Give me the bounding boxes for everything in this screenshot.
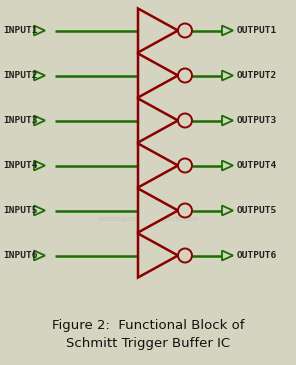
- Polygon shape: [34, 205, 45, 215]
- Text: Figure 2:  Functional Block of
Schmitt Trigger Buffer IC: Figure 2: Functional Block of Schmitt Tr…: [52, 319, 244, 350]
- Circle shape: [178, 204, 192, 218]
- Polygon shape: [222, 26, 233, 35]
- Polygon shape: [34, 70, 45, 80]
- Text: INPUT1: INPUT1: [3, 26, 38, 35]
- Text: INPUT4: INPUT4: [3, 161, 38, 170]
- Polygon shape: [34, 250, 45, 261]
- Text: bestengineeringprojects.com: bestengineeringprojects.com: [97, 216, 199, 222]
- Polygon shape: [222, 161, 233, 170]
- Text: OUTPUT5: OUTPUT5: [237, 206, 277, 215]
- Text: INPUT3: INPUT3: [3, 116, 38, 125]
- Circle shape: [178, 158, 192, 173]
- Polygon shape: [222, 250, 233, 261]
- Circle shape: [178, 69, 192, 82]
- Text: OUTPUT3: OUTPUT3: [237, 116, 277, 125]
- Polygon shape: [34, 116, 45, 126]
- Polygon shape: [222, 116, 233, 126]
- Text: OUTPUT1: OUTPUT1: [237, 26, 277, 35]
- Polygon shape: [222, 205, 233, 215]
- Polygon shape: [138, 54, 178, 97]
- Polygon shape: [138, 99, 178, 142]
- Text: OUTPUT6: OUTPUT6: [237, 251, 277, 260]
- Text: OUTPUT4: OUTPUT4: [237, 161, 277, 170]
- Polygon shape: [138, 143, 178, 188]
- Circle shape: [178, 114, 192, 127]
- Text: INPUT6: INPUT6: [3, 251, 38, 260]
- Text: INPUT2: INPUT2: [3, 71, 38, 80]
- Polygon shape: [138, 8, 178, 53]
- Circle shape: [178, 23, 192, 38]
- Text: OUTPUT2: OUTPUT2: [237, 71, 277, 80]
- Polygon shape: [222, 70, 233, 80]
- Circle shape: [178, 249, 192, 262]
- Polygon shape: [138, 188, 178, 233]
- Polygon shape: [34, 26, 45, 35]
- Text: INPUT5: INPUT5: [3, 206, 38, 215]
- Polygon shape: [34, 161, 45, 170]
- Polygon shape: [138, 234, 178, 277]
